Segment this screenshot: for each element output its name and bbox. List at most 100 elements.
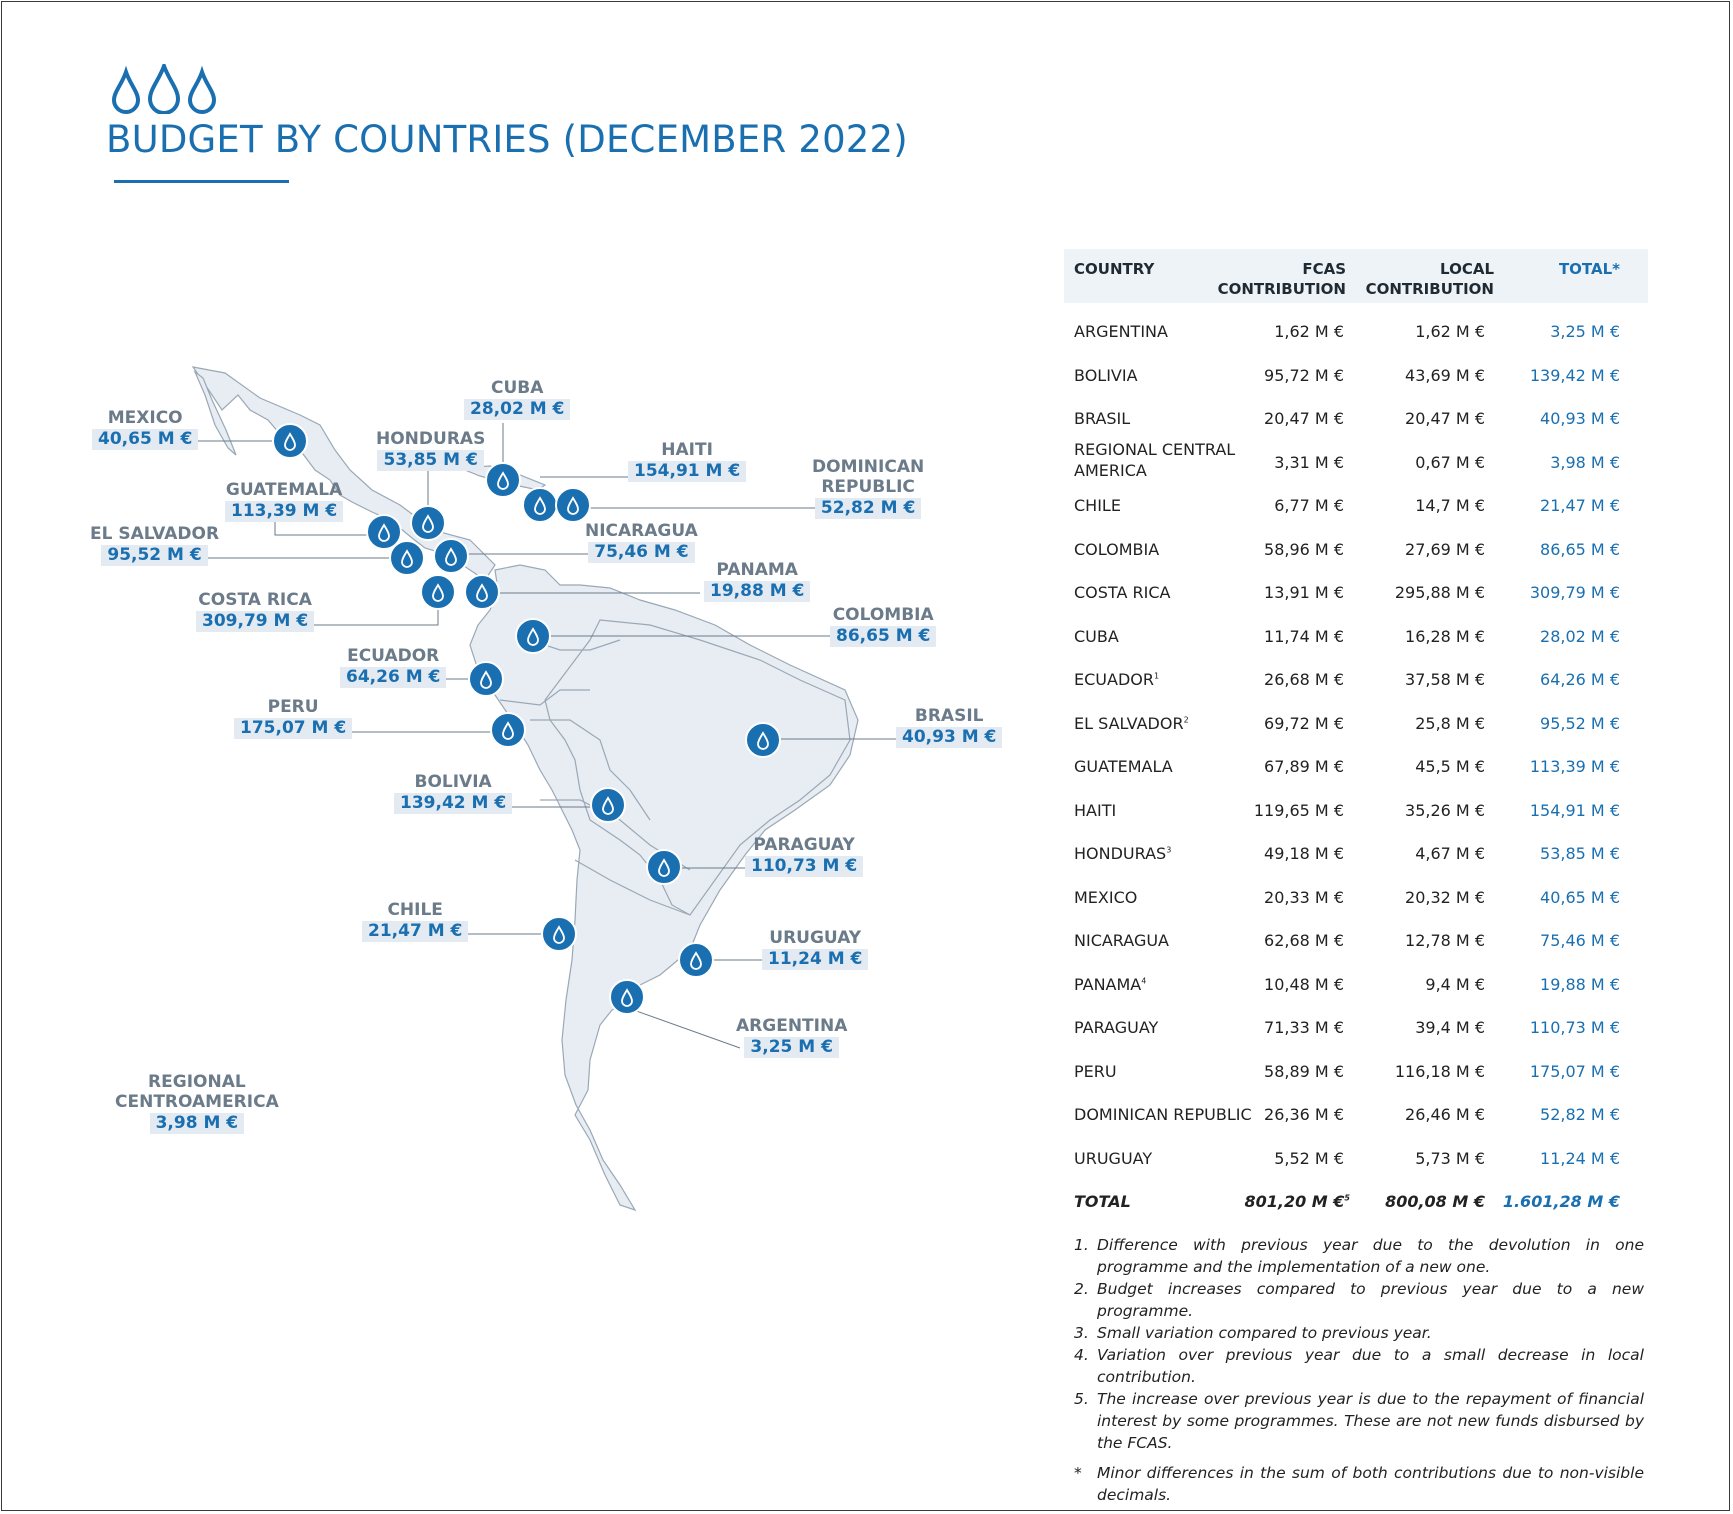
cell-local: 45,5 M € [1415, 757, 1485, 776]
country-name: ARGENTINA [736, 1016, 848, 1036]
water-drops-icon [112, 64, 217, 114]
footnote: 4. Variation over previous year due to a … [1074, 1344, 1644, 1388]
table-row: NICARAGUA 62,68 M € 12,78 M € 75,46 M € [1074, 931, 1622, 955]
footnote-number: 3. [1074, 1324, 1089, 1342]
cell-total: 11,24 M € [1540, 1148, 1620, 1168]
label-nicaragua: NICARAGUA 75,46 M € [585, 521, 698, 563]
table-row: GUATEMALA 67,89 M € 45,5 M € 113,39 M € [1074, 757, 1622, 781]
cell-fcas: 49,18 M € [1264, 844, 1344, 863]
cell-fcas: 13,91 M € [1264, 583, 1344, 602]
cell-local: 39,4 M € [1415, 1018, 1485, 1037]
footnote-text: Small variation compared to previous yea… [1097, 1324, 1432, 1342]
table-row: URUGUAY 5,52 M € 5,73 M € 11,24 M € [1074, 1149, 1622, 1173]
label-argentina: ARGENTINA 3,25 M € [736, 1016, 847, 1058]
header-total: TOTAL* [1558, 260, 1620, 278]
label-mexico: MEXICO 40,65 M € [92, 408, 199, 450]
country-name: URUGUAY [769, 928, 862, 948]
country-value: 64,26 M € [340, 667, 447, 688]
cell-country: NICARAGUA [1074, 931, 1169, 950]
cell-country: BOLIVIA [1074, 365, 1138, 385]
country-name: BRASIL [914, 706, 984, 726]
cell-total: 40,65 M € [1540, 887, 1620, 907]
cell-total: 75,46 M € [1540, 931, 1620, 950]
label-el-salvador: EL SALVADOR 95,52 M € [90, 524, 219, 566]
footnote-text: Minor differences in the sum of both con… [1097, 1464, 1644, 1504]
cell-country: COSTA RICA [1074, 583, 1171, 602]
table-row: CHILE 6,77 M € 14,7 M € 21,47 M € [1074, 496, 1622, 520]
table-row: REGIONAL CENTRAL AMERICA 3,31 M € 0,67 M €… [1074, 440, 1622, 480]
cell-country: HONDURAS3 [1074, 844, 1172, 863]
footnote: 3. Small variation compared to previous y… [1074, 1322, 1644, 1344]
total-total: 1.601,28 M € [1502, 1192, 1620, 1211]
country-value: 110,73 M € [745, 856, 864, 877]
country-name-line2: CENTROAMERICA [115, 1092, 279, 1112]
footnote: * Minor differences in the sum of both co… [1074, 1462, 1644, 1506]
label-panama: PANAMA 19,88 M € [704, 560, 811, 602]
cell-local: 20,47 M € [1405, 409, 1485, 428]
cell-country: CHILE [1074, 496, 1121, 515]
table-row: PERU 58,89 M € 116,18 M € 175,07 M € [1074, 1062, 1622, 1086]
cell-country: HAITI [1074, 800, 1117, 820]
cell-fcas: 20,47 M € [1264, 409, 1344, 428]
footnote-number: 1. [1074, 1236, 1089, 1254]
label-colombia: COLOMBIA 86,65 M € [830, 605, 937, 647]
cell-fcas: 1,62 M € [1274, 322, 1344, 341]
country-name-line2: REPUBLIC [821, 477, 915, 497]
cell-local: 26,46 M € [1405, 1105, 1485, 1124]
cell-total: 175,07 M € [1529, 1061, 1620, 1081]
table-row: DOMINICAN REPUBLIC 26,36 M € 26,46 M € 52,8… [1074, 1105, 1622, 1129]
country-value: 86,65 M € [830, 626, 937, 647]
country-name: COSTA RICA [198, 590, 312, 610]
country-value: 3,98 M € [149, 1113, 245, 1134]
table-row: HAITI 119,65 M € 35,26 M € 154,91 M € [1074, 801, 1622, 825]
label-bolivia: BOLIVIA 139,42 M € [394, 772, 513, 814]
cell-fcas: 26,68 M € [1264, 670, 1344, 689]
page-title: BUDGET BY COUNTRIES (DECEMBER 2022) [106, 118, 908, 161]
cell-fcas: 62,68 M € [1264, 931, 1344, 950]
country-name: PANAMA [716, 560, 798, 580]
label-dominican-republic: DOMINICAN REPUBLIC 52,82 M € [812, 457, 924, 519]
cell-country: MEXICO [1074, 887, 1138, 907]
country-value: 40,93 M € [896, 727, 1003, 748]
label-ecuador: ECUADOR 64,26 M € [340, 646, 447, 688]
cell-local: 5,73 M € [1415, 1148, 1485, 1168]
cell-country: DOMINICAN REPUBLIC [1074, 1105, 1252, 1124]
country-name: CHILE [387, 900, 443, 920]
country-value: 175,07 M € [234, 718, 353, 739]
country-name: DOMINICAN [812, 457, 925, 477]
label-chile: CHILE 21,47 M € [362, 900, 469, 942]
cell-fcas: 95,72 M € [1264, 365, 1344, 385]
cell-fcas: 10,48 M € [1264, 974, 1344, 994]
header-local: LOCAL CONTRIBUTION [1365, 260, 1494, 298]
cell-country: CUBA [1074, 626, 1119, 646]
country-name: BOLIVIA [414, 772, 492, 792]
cell-fcas: 67,89 M € [1264, 757, 1344, 776]
table-row: BRASIL 20,47 M € 20,47 M € 40,93 M € [1074, 409, 1622, 433]
footnote-number: 5. [1074, 1390, 1089, 1408]
country-name: PERU [267, 697, 319, 717]
table-row: ECUADOR1 26,68 M € 37,58 M € 64,26 M € [1074, 670, 1622, 694]
label-costa-rica: COSTA RICA 309,79 M € [196, 590, 315, 632]
table-total-row: TOTAL 801,20 M €5 800,08 M € 1.601,28 M € [1074, 1192, 1622, 1216]
cell-total: 110,73 M € [1529, 1018, 1620, 1037]
country-value: 28,02 M € [464, 399, 571, 420]
cell-total: 53,85 M € [1540, 844, 1620, 863]
cell-country: REGIONAL CENTRAL AMERICA [1074, 439, 1236, 480]
country-name: MEXICO [107, 408, 183, 428]
footnote-text: The increase over previous year is due t… [1097, 1390, 1644, 1452]
country-name: EL SALVADOR [90, 524, 220, 544]
country-name: CUBA [490, 378, 544, 398]
cell-local: 9,4 M € [1425, 974, 1485, 994]
footnote: 1. Difference with previous year due to t… [1074, 1234, 1644, 1278]
cell-country: ECUADOR1 [1074, 670, 1160, 689]
country-value: 139,42 M € [394, 793, 513, 814]
table-row: COLOMBIA 58,96 M € 27,69 M € 86,65 M € [1074, 540, 1622, 564]
table-row: BOLIVIA 95,72 M € 43,69 M € 139,42 M € [1074, 366, 1622, 390]
country-value: 53,85 M € [377, 450, 484, 471]
label-honduras: HONDURAS 53,85 M € [376, 429, 485, 471]
table-row: COSTA RICA 13,91 M € 295,88 M € 309,79 M € [1074, 583, 1622, 607]
cell-total: 86,65 M € [1540, 539, 1620, 559]
cell-total: 95,52 M € [1540, 713, 1620, 733]
table-row: HONDURAS3 49,18 M € 4,67 M € 53,85 M € [1074, 844, 1622, 868]
